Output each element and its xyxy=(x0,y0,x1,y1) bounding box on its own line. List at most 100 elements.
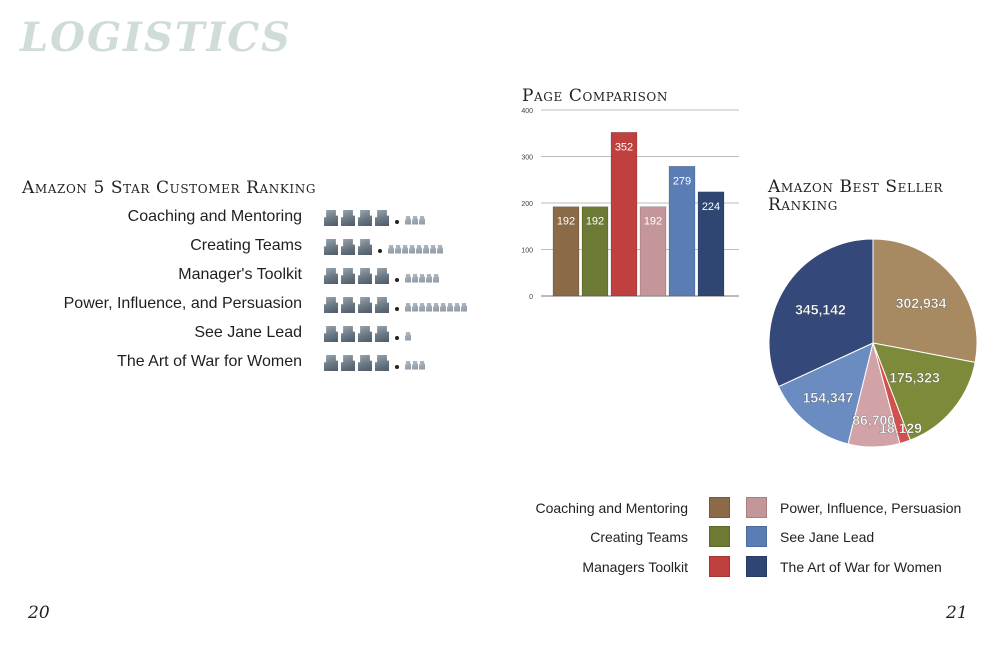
legend-swatch xyxy=(709,526,730,547)
pie-value-label: 345,142 xyxy=(795,301,846,317)
small-thumb-icon xyxy=(461,302,467,312)
pie-value-label: 18,129 xyxy=(879,420,922,436)
pie-value-label: 302,934 xyxy=(896,295,947,311)
small-thumb-icon xyxy=(405,215,411,225)
legend-item: The Art of War for Women xyxy=(746,556,990,580)
thumb-icon xyxy=(375,355,389,371)
ranking-row: Creating Teams xyxy=(0,233,520,261)
thumb-rating-icons xyxy=(324,236,444,258)
small-thumb-icon xyxy=(433,302,439,312)
thumb-rating-icons xyxy=(324,207,426,229)
small-thumb-icon xyxy=(402,244,408,254)
thumb-icon xyxy=(375,297,389,313)
small-thumb-icon xyxy=(405,273,411,283)
thumb-rating-icons xyxy=(324,323,412,345)
small-thumb-icon xyxy=(405,360,411,370)
bar xyxy=(610,132,638,297)
ranking-row: Power, Influence, and Persuasion xyxy=(0,291,520,319)
thumb-rating-icons xyxy=(324,294,468,316)
small-thumb-icon xyxy=(412,273,418,283)
small-thumb-icon xyxy=(430,244,436,254)
bar-value-label: 352 xyxy=(615,141,633,153)
ranking-row: The Art of War for Women xyxy=(0,349,520,377)
legend-label: Power, Influence, Persuasion xyxy=(780,500,962,516)
legend-swatch xyxy=(709,556,730,577)
thumb-icon xyxy=(358,297,372,313)
thumb-icon xyxy=(375,326,389,342)
pie-value-label: 175,323 xyxy=(889,370,940,386)
pie-slice xyxy=(872,238,978,363)
bar-value-label: 192 xyxy=(557,216,575,228)
small-thumb-icon xyxy=(419,360,425,370)
small-thumb-icon xyxy=(409,244,415,254)
thumb-rating-icons xyxy=(324,265,440,287)
thumb-icon xyxy=(324,355,338,371)
y-tick-label: 400 xyxy=(521,108,533,115)
legend-item: Coaching and Mentoring xyxy=(500,497,730,521)
bar-value-label: 279 xyxy=(673,175,691,187)
separator-dot xyxy=(378,249,382,253)
small-thumb-icon xyxy=(405,302,411,312)
page-number-left: 20 xyxy=(28,603,50,623)
small-thumb-icon xyxy=(412,302,418,312)
thumb-icon xyxy=(341,326,355,342)
small-thumb-icon xyxy=(433,273,439,283)
small-thumb-icon xyxy=(423,244,429,254)
thumb-icon xyxy=(358,268,372,284)
y-tick-label: 300 xyxy=(521,155,533,162)
bar-chart-title: Page Comparison xyxy=(522,86,668,106)
legend-item: Power, Influence, Persuasion xyxy=(746,497,990,521)
small-thumb-icon xyxy=(412,215,418,225)
thumb-icon xyxy=(324,326,338,342)
ranking-row-label: Coaching and Mentoring xyxy=(127,208,302,225)
small-thumb-icon xyxy=(405,331,411,341)
pie-slice xyxy=(768,238,874,388)
thumb-icon xyxy=(341,268,355,284)
pie-slice xyxy=(777,342,874,445)
pie-value-label: 154,347 xyxy=(803,390,854,406)
ranking-row-label: Manager's Toolkit xyxy=(178,266,302,283)
thumb-icon xyxy=(324,210,338,226)
small-thumb-icon xyxy=(426,273,432,283)
ranking-title: Amazon 5 Star Customer Ranking xyxy=(22,178,317,198)
small-thumb-icon xyxy=(419,215,425,225)
small-thumb-icon xyxy=(416,244,422,254)
ranking-row: Manager's Toolkit xyxy=(0,262,520,290)
page-heading: LOGISTICS xyxy=(20,14,292,61)
small-thumb-icon xyxy=(388,244,394,254)
chart-legend: Coaching and Mentoring Creating Teams Ma… xyxy=(500,497,990,593)
small-thumb-icon xyxy=(419,273,425,283)
thumb-rating-icons xyxy=(324,352,426,374)
bar xyxy=(639,206,667,297)
legend-label: See Jane Lead xyxy=(780,529,875,545)
thumb-icon xyxy=(324,297,338,313)
thumb-icon xyxy=(341,239,355,255)
bar xyxy=(668,165,696,297)
legend-item: Managers Toolkit xyxy=(500,556,730,580)
separator-dot xyxy=(395,307,399,311)
legend-swatch xyxy=(746,556,767,577)
bar xyxy=(552,206,580,297)
small-thumb-icon xyxy=(454,302,460,312)
thumb-icon xyxy=(358,210,372,226)
ranking-row-label: Power, Influence, and Persuasion xyxy=(63,295,302,312)
bar-value-label: 224 xyxy=(702,201,720,213)
bar-chart: 0 100 200 300 400 192 192 352 192 279 224 xyxy=(521,108,739,301)
small-thumb-icon xyxy=(412,360,418,370)
separator-dot xyxy=(395,278,399,282)
ranking-row-label: Creating Teams xyxy=(190,237,302,254)
small-thumb-icon xyxy=(437,244,443,254)
pie-chart-title: Amazon Best Seller Ranking xyxy=(768,177,944,215)
small-thumb-icon xyxy=(419,302,425,312)
bar-value-label: 192 xyxy=(586,216,604,228)
y-tick-label: 200 xyxy=(521,201,533,208)
separator-dot xyxy=(395,365,399,369)
y-tick-label: 0 xyxy=(529,294,533,301)
thumb-icon xyxy=(341,297,355,313)
legend-label: Creating Teams xyxy=(590,529,688,545)
page-number-right: 21 xyxy=(946,603,968,623)
legend-swatch xyxy=(709,497,730,518)
small-thumb-icon xyxy=(440,302,446,312)
legend-swatch xyxy=(746,497,767,518)
small-thumb-icon xyxy=(395,244,401,254)
